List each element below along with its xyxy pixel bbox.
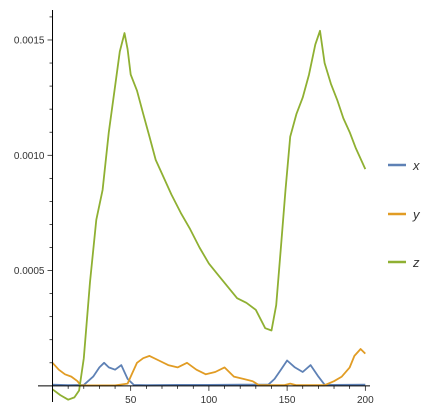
x-tick-label: 100: [201, 395, 218, 406]
y-tick-label: 0.0015: [14, 35, 45, 46]
legend-item-x: x: [388, 158, 420, 173]
axes: 50 100 150 200 0.0005 0.0010 0.0015: [14, 10, 374, 406]
series-line-z: [51, 29, 367, 401]
y-tick-label: 0.0005: [14, 266, 45, 277]
series-line-x: [52, 359, 366, 387]
x-tick-label: 150: [279, 395, 296, 406]
y-tick-label: 0.0010: [14, 151, 45, 162]
legend: x y z: [388, 158, 421, 270]
legend-label: x: [412, 158, 420, 173]
legend-label: z: [412, 255, 420, 270]
legend-label: y: [412, 207, 421, 222]
legend-item-y: y: [388, 207, 421, 222]
x-tick-label: 50: [125, 395, 137, 406]
x-tick-label: 200: [357, 395, 374, 406]
plot-area: [51, 29, 367, 401]
legend-item-z: z: [388, 255, 420, 270]
